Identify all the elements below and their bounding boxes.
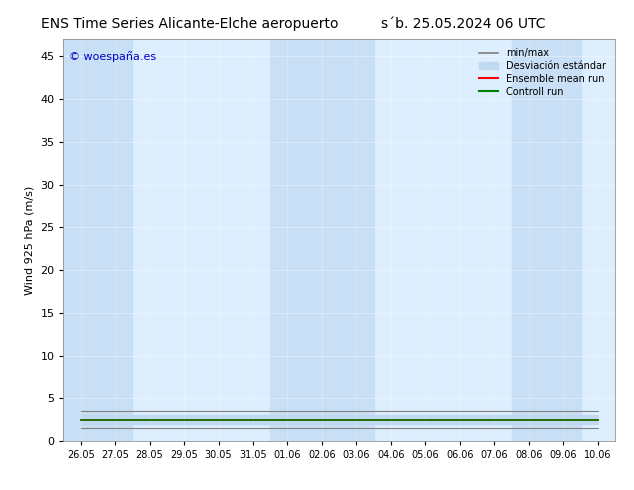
Bar	[546, 39, 581, 441]
Bar	[512, 39, 546, 441]
Bar	[63, 39, 98, 441]
Y-axis label: Wind 925 hPa (m/s): Wind 925 hPa (m/s)	[25, 186, 35, 294]
Bar	[98, 39, 133, 441]
Bar	[305, 39, 339, 441]
Text: s´b. 25.05.2024 06 UTC: s´b. 25.05.2024 06 UTC	[380, 17, 545, 31]
Legend: min/max, Desviación estándar, Ensemble mean run, Controll run: min/max, Desviación estándar, Ensemble m…	[475, 44, 610, 100]
Text: ENS Time Series Alicante-Elche aeropuerto: ENS Time Series Alicante-Elche aeropuert…	[41, 17, 339, 31]
Text: © woespaña.es: © woespaña.es	[69, 51, 156, 62]
Bar	[339, 39, 373, 441]
Bar	[270, 39, 305, 441]
